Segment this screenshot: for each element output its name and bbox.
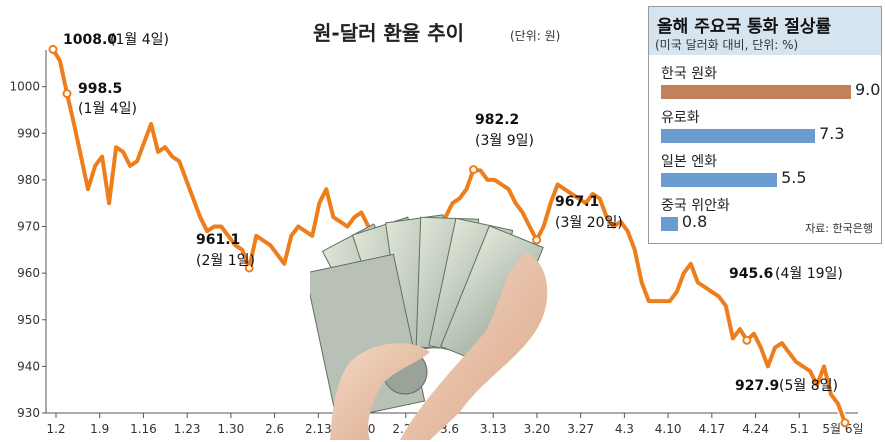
annotation-998: 998.5 (1월 4일) [78, 81, 137, 117]
y-tick-label: 980 [17, 173, 40, 187]
x-tick-label: 2.6 [265, 422, 284, 436]
extreme-point-marker [840, 418, 850, 428]
x-tick-label: 1.9 [90, 422, 109, 436]
currency-appreciation-panel: 올해 주요국 통화 절상률 (미국 달러화 대비, 단위: %) 한국 원화 9… [648, 6, 882, 244]
annotation-1008: 1008.0 (1월 4일) [63, 32, 169, 48]
y-tick-label: 970 [17, 220, 40, 234]
annotation-value: 998.5 [78, 81, 122, 97]
y-tick-label: 960 [17, 266, 40, 280]
extreme-point-marker [48, 44, 58, 54]
currency-value: 5.5 [781, 168, 807, 187]
chart-title: 원-달러 환율 추이 [313, 21, 464, 45]
banknote-fan [310, 214, 544, 421]
annotation-value: 945.6 [729, 266, 773, 282]
y-tick-label: 990 [17, 126, 40, 140]
series-line [51, 47, 847, 425]
currency-row-eur: 유로화 7.3 [649, 107, 881, 151]
inset-header: 올해 주요국 통화 절상률 (미국 달러화 대비, 단위: %) [649, 7, 881, 55]
x-tick-label: 5월 6일 [822, 422, 863, 436]
x-tick-label: 5.1 [790, 422, 809, 436]
x-tick-label: 3.27 [567, 422, 594, 436]
x-tick-label: 4.3 [615, 422, 634, 436]
currency-row-jpy: 일본 엔화 5.5 [649, 151, 881, 195]
annotation-967: 967.1 (3월 20일) [555, 194, 623, 231]
annotation-value: 982.2 [475, 112, 519, 128]
currency-name: 유로화 [661, 110, 700, 126]
annotation-927: 927.9 (5월 8일) [735, 378, 838, 394]
currency-bar [661, 129, 816, 143]
x-tick-label: 3.20 [524, 422, 551, 436]
extreme-point-marker [532, 235, 542, 245]
annotation-value: 967.1 [555, 194, 599, 210]
y-tick-label: 940 [17, 359, 40, 373]
x-tick-label: 2.13 [305, 422, 332, 436]
x-tick-label: 1.30 [218, 422, 245, 436]
x-tick-label: 1.16 [130, 422, 157, 436]
series-markers [48, 44, 850, 428]
currency-value: 0.8 [681, 212, 708, 231]
currency-name: 한국 원화 [661, 66, 717, 82]
currency-name: 중국 위안화 [661, 198, 730, 214]
extreme-point-marker [244, 263, 254, 273]
annotation-value: 927.9 [735, 378, 779, 394]
money-hands-illustration [310, 214, 548, 440]
annotation-date: (1월 4일) [110, 32, 169, 48]
inset-subtitle: (미국 달러화 대비, 단위: %) [655, 38, 799, 52]
x-tick-group: 1.21.91.161.231.302.62.132.202.273.63.13… [46, 413, 864, 436]
chart-unit-note: (단위: 원) [510, 29, 560, 43]
y-tick-label: 1000 [9, 80, 40, 94]
x-tick-label: 1.23 [174, 422, 201, 436]
inset-source: 자료: 한국은행 [805, 222, 873, 235]
hands [330, 252, 548, 440]
currency-bar [661, 173, 778, 187]
currency-value: 9.0 [855, 80, 881, 99]
annotation-982: 982.2 (3월 9일) [475, 112, 534, 149]
annotation-date: (1월 4일) [78, 101, 137, 117]
currency-value: 7.3 [819, 124, 845, 143]
y-tick-label: 930 [17, 406, 40, 420]
annotation-value: 961.1 [196, 232, 240, 248]
annotation-date: (3월 9일) [475, 133, 534, 149]
y-tick-group: 930 940 950 960 970 980 990 1000 [9, 80, 46, 420]
x-tick-label: 4.17 [698, 422, 725, 436]
annotation-date: (3월 20일) [555, 215, 623, 231]
annotation-961: 961.1 (2월 1일) [196, 232, 255, 269]
annotation-date: (5월 8일) [779, 378, 838, 394]
currency-row-cny: 중국 위안화 0.8 [649, 195, 881, 239]
y-tick-label: 950 [17, 313, 40, 327]
x-tick-label: 4.24 [742, 422, 769, 436]
x-tick-label: 3.13 [480, 422, 507, 436]
extreme-point-marker [62, 89, 72, 99]
currency-bar [661, 85, 851, 99]
currency-name: 일본 엔화 [661, 154, 717, 170]
annotation-date: (2월 1일) [196, 253, 255, 269]
annotation-date: (4월 19일) [775, 266, 843, 282]
annotation-value: 1008.0 [63, 32, 117, 48]
currency-bar [661, 217, 678, 231]
extreme-point-marker [469, 165, 479, 175]
extreme-point-marker [742, 335, 752, 345]
x-tick-label: 4.10 [655, 422, 682, 436]
currency-row-krw: 한국 원화 9.0 [649, 63, 881, 107]
x-tick-label: 1.2 [46, 422, 65, 436]
annotation-945: 945.6 (4월 19일) [729, 266, 843, 282]
inset-title: 올해 주요국 통화 절상률 [657, 17, 832, 37]
